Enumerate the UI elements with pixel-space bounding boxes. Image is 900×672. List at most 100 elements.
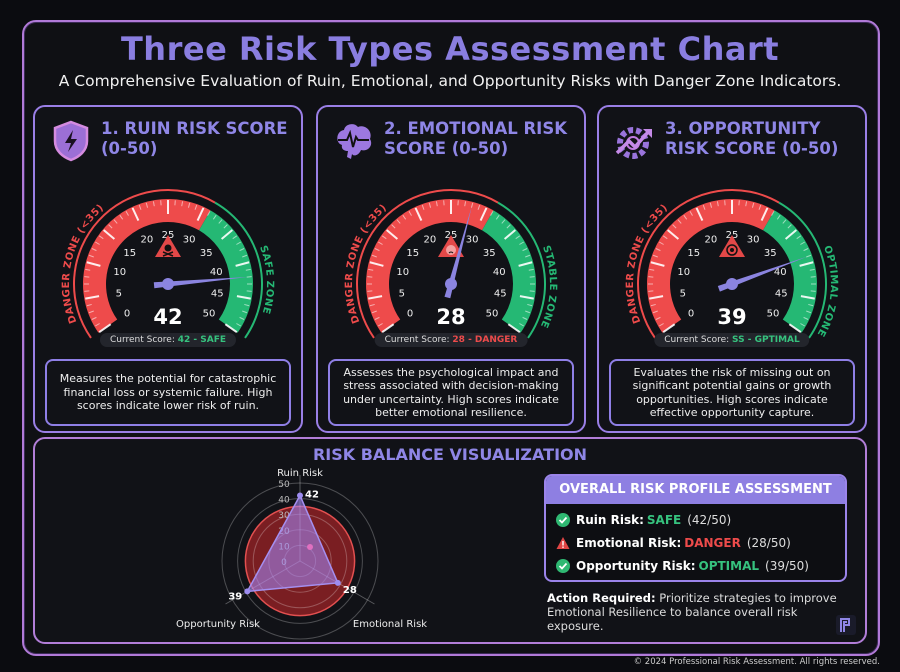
footer-copyright: © 2024 Professional Risk Assessment. All… — [633, 657, 880, 667]
gauge-tick-label: 5 — [399, 289, 405, 300]
gauge-tick — [477, 204, 481, 210]
gauge-tick — [235, 261, 250, 267]
card-description: Assesses the psychological impact and st… — [328, 359, 574, 426]
gauge-tick — [91, 248, 97, 252]
gauge-tick — [374, 316, 380, 320]
safe-band — [763, 210, 817, 333]
gauge-tick — [803, 316, 809, 320]
gauge-tick — [806, 310, 812, 314]
danger-band — [366, 198, 494, 333]
good-zone-label: OPTIMAL ZONE — [814, 244, 839, 338]
gauge-tick — [421, 204, 425, 210]
gauge-tick — [760, 207, 769, 221]
gauge-tick-label: 20 — [141, 235, 154, 246]
target-warning-icon — [719, 235, 745, 257]
gauge-tick — [381, 323, 395, 333]
current-score-status: SS - GPTIMAL — [732, 335, 800, 345]
gauge-tick — [86, 303, 92, 307]
risk-status: SAFE — [646, 512, 682, 527]
gauge-tick — [787, 224, 792, 229]
gauge-tick — [220, 229, 233, 240]
gauge-tick — [391, 224, 396, 229]
risk-profile-box: OVERALL RISK PROFILE ASSESSMENT Ruin Ris… — [544, 474, 847, 582]
gauge-tick — [702, 204, 706, 210]
gauge-tick — [369, 261, 384, 267]
page-subtitle: A Comprehensive Evaluation of Ruin, Emot… — [58, 72, 842, 90]
safe-band — [482, 210, 536, 333]
gauge-tick — [428, 202, 432, 208]
risk-score: (42/50) — [687, 512, 732, 527]
current-score-pill: Current Score: 42 - SAFE — [99, 333, 237, 347]
gauge-tick-label: 15 — [406, 248, 419, 259]
gauge-value: 28 — [436, 305, 465, 329]
gauge-tick-label: 20 — [705, 235, 718, 246]
gauge-tick — [396, 219, 401, 224]
current-score-label: Current Score: — [384, 335, 450, 345]
gauge-tick-label: 45 — [494, 289, 507, 300]
gauge-tick — [803, 248, 809, 252]
gauge-tick — [800, 323, 805, 327]
radar-value-label: 42 — [305, 489, 319, 500]
current-score-label: Current Score: — [109, 335, 175, 345]
gauge-tick — [371, 254, 377, 258]
danger-zone-arc — [637, 189, 780, 339]
risk-balance-panel: RISK BALANCE VISUALIZATION 0102030405042… — [33, 437, 867, 644]
gauge-tick — [695, 207, 704, 221]
gauge-tick — [507, 323, 521, 333]
gauge-tick — [239, 248, 245, 252]
gauge-tick — [649, 268, 655, 271]
gauge-tick — [525, 310, 531, 314]
gauge-tick-label: 35 — [764, 248, 777, 259]
gauge-tick — [771, 211, 775, 216]
gauge-tick — [464, 201, 467, 207]
gauge-tick — [525, 254, 531, 258]
gauge-tick — [85, 268, 91, 271]
gauge-tick — [758, 204, 762, 210]
gauge-tick — [503, 229, 516, 240]
gauge-tick — [522, 316, 528, 320]
gauge-tick — [808, 303, 814, 307]
gauge-tick — [796, 235, 802, 240]
warning-triangle-icon — [556, 536, 570, 549]
opportunity-risk-card: 3. OPPORTUNITY RISK SCORE (0-50) 0 5 10 15 2… — [597, 105, 867, 433]
card-description: Evaluates the risk of missing out on sig… — [609, 359, 855, 426]
gauge-value: 39 — [717, 305, 746, 329]
radar-point — [334, 579, 341, 586]
action-body: Prioritize strategies to improve Emotion… — [547, 591, 837, 633]
gauge-tick — [212, 214, 217, 220]
gauge-tick-label: 10 — [396, 267, 409, 278]
radar-area — [245, 493, 339, 593]
gauge-tick-label: 20 — [424, 235, 437, 246]
risk-profile-row: Emotional Risk: DANGER (28/50) — [556, 535, 845, 550]
radar-inner-point — [307, 544, 313, 550]
check-circle-icon — [556, 558, 570, 573]
gauge-tick — [784, 229, 797, 240]
good-zone-text: OPTIMAL ZONE — [814, 244, 838, 338]
radar-ring — [221, 482, 379, 640]
gauge-tick — [378, 241, 383, 245]
gauge-tick — [145, 202, 149, 208]
gauge-tick — [662, 235, 668, 240]
gauge-tick — [519, 241, 524, 245]
gauge-tick — [782, 219, 787, 224]
gauge-tick — [677, 219, 682, 224]
gauge-tick — [776, 214, 781, 220]
gauge-tick-label: 30 — [183, 235, 196, 246]
gauge-tick — [371, 310, 377, 314]
gauge-tick — [800, 241, 805, 245]
needle-pivot — [445, 278, 457, 290]
gauge-tick-label: 30 — [747, 235, 760, 246]
gauge-value: 42 — [153, 305, 182, 329]
gauge-tick — [242, 310, 248, 314]
risk-name: Emotional Risk: — [576, 535, 682, 550]
risk-profile-row: Opportunity Risk: OPTIMAL (39/50) — [556, 558, 845, 573]
gauge-tick-label: 5 — [680, 289, 686, 300]
current-score-status: 42 - SAFE — [177, 335, 227, 345]
gauge-tick — [667, 229, 680, 240]
risk-status: OPTIMAL — [698, 558, 760, 573]
gauge-tick — [659, 323, 664, 327]
brand-logo-icon — [836, 615, 856, 635]
gauge-needle — [444, 206, 472, 299]
gauge-tick — [103, 229, 116, 240]
